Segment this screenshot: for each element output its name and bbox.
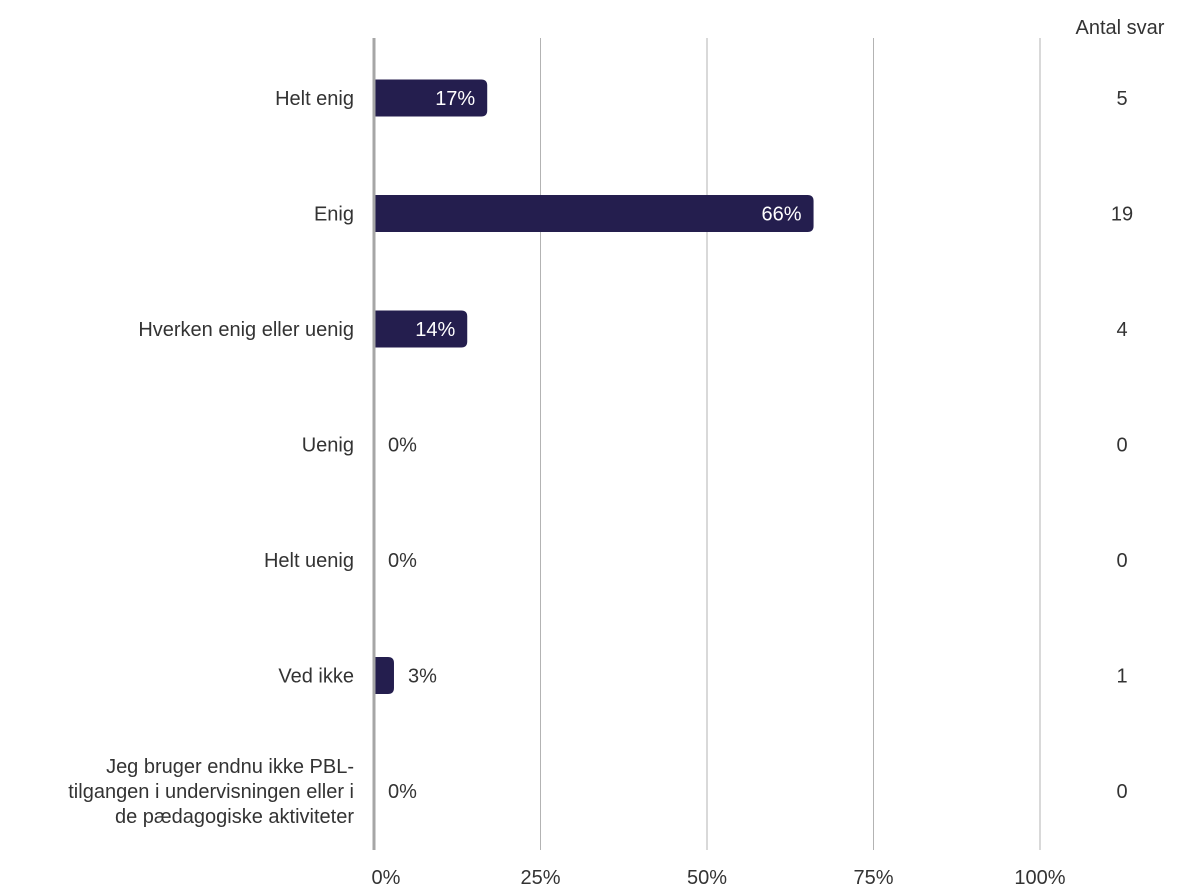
bar (374, 657, 394, 694)
category-label: Hverken enig eller uenig (138, 319, 354, 341)
count-value: 19 (1111, 204, 1133, 226)
count-value: 5 (1116, 88, 1127, 110)
data-label: 66% (762, 204, 802, 226)
count-value: 0 (1116, 435, 1127, 457)
data-label: 0% (388, 781, 417, 803)
data-label: 3% (408, 666, 437, 688)
category-label: Helt enig (275, 88, 354, 110)
x-tick-label: 50% (687, 867, 727, 889)
data-labels: 17% 66% 14% 0% 0% 3% 0% (388, 88, 802, 803)
bar (374, 195, 814, 232)
category-label: Jeg bruger endnu ikke PBL-tilgangen i un… (68, 756, 354, 828)
count-value: 4 (1116, 319, 1127, 341)
data-label: 14% (415, 319, 455, 341)
x-tick-label: 25% (520, 867, 560, 889)
x-tick-label: 0% (372, 867, 401, 889)
counts-header: Antal svar (1076, 17, 1165, 39)
x-tick-label: 75% (853, 867, 893, 889)
count-value: 1 (1116, 666, 1127, 688)
count-value: 0 (1116, 781, 1127, 803)
bars (374, 79, 814, 694)
category-label: Enig (314, 204, 354, 226)
gridlines (540, 38, 1041, 850)
bar (374, 310, 468, 348)
category-label: Helt uenig (264, 550, 354, 572)
category-label: Uenig (302, 435, 354, 457)
count-value: 0 (1116, 550, 1127, 572)
data-label: 0% (388, 435, 417, 457)
bar (374, 79, 488, 117)
x-tick-label: 100% (1014, 867, 1065, 889)
x-axis-tick-labels: 0% 25% 50% 75% 100% (372, 867, 1066, 889)
count-column: Antal svar 5 19 4 0 0 1 0 (1076, 17, 1165, 803)
data-label: 17% (435, 88, 475, 110)
data-label: 0% (388, 550, 417, 572)
category-label: Ved ikke (278, 666, 354, 688)
category-labels: Helt enig Enig Hverken enig eller uenig Uen… (68, 88, 354, 828)
